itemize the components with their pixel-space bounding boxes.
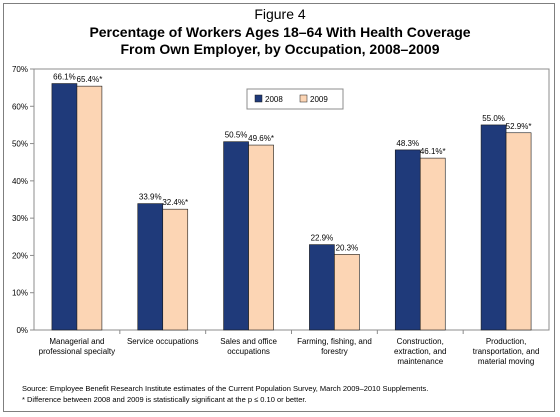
data-label: 48.3% — [396, 139, 419, 148]
x-category-label: transportation, and — [473, 347, 540, 356]
bar-2008-5 — [480, 124, 507, 331]
data-label: 52.9%* — [506, 122, 532, 131]
data-label: 65.4%* — [77, 75, 103, 84]
data-label: 49.6%* — [248, 134, 274, 143]
y-tick-label: 70% — [12, 65, 28, 74]
data-label: 22.9% — [311, 234, 334, 243]
x-category-label: professional specialty — [39, 347, 115, 356]
bar-2009-1 — [162, 208, 189, 331]
y-tick-label: 60% — [12, 102, 28, 111]
bar-2008-3 — [309, 244, 335, 331]
bar-2008-2 — [223, 141, 249, 331]
bar-2009-5 — [505, 132, 532, 331]
bar-2009-4 — [419, 157, 446, 331]
data-label: 33.9% — [139, 193, 162, 202]
y-tick-label: 50% — [12, 140, 28, 149]
legend-box — [246, 88, 344, 110]
legend-label-2009: 2009 — [310, 95, 328, 104]
chart-title-line-2: From Own Employer, by Occupation, 2008–2… — [120, 41, 440, 57]
y-tick-label: 40% — [12, 177, 28, 186]
data-label: 46.1%* — [420, 147, 446, 156]
legend-swatch-2008 — [254, 94, 263, 103]
bar-2008-4 — [394, 149, 421, 331]
x-category-label: Production, — [486, 337, 526, 346]
x-category-label: forestry — [321, 347, 348, 356]
data-label: 20.3% — [336, 243, 359, 252]
data-label: 55.0% — [482, 114, 505, 123]
y-tick-label: 30% — [12, 214, 28, 223]
data-label: 50.5% — [225, 131, 248, 140]
legend-label-2008: 2008 — [265, 95, 283, 104]
significance-note: * Difference between 2008 and 2009 is st… — [22, 395, 307, 404]
bar-2009-0 — [76, 85, 103, 331]
x-category-label: occupations — [227, 347, 270, 356]
x-category-label: Farming, fishing, and — [297, 337, 372, 346]
x-category-label: Managerial and — [49, 337, 104, 346]
x-category-label: Service occupations — [127, 337, 199, 346]
x-category-label: extraction, and — [394, 347, 446, 356]
bar-2009-3 — [334, 254, 360, 331]
legend-swatch-2009 — [299, 94, 308, 103]
chart-title-line-1: Percentage of Workers Ages 18–64 With He… — [89, 24, 471, 40]
bar-2008-0 — [51, 83, 78, 331]
data-label: 66.1% — [53, 73, 76, 82]
x-category-label: maintenance — [397, 357, 443, 366]
bar-2008-1 — [137, 203, 164, 331]
source-note: Source: Employee Benefit Research Instit… — [22, 384, 429, 393]
bar-2009-2 — [248, 144, 274, 331]
x-category-label: Construction, — [397, 337, 444, 346]
y-tick-label: 10% — [12, 289, 28, 298]
figure-label: Figure 4 — [254, 6, 306, 22]
y-tick-label: 0% — [16, 326, 28, 335]
y-tick-label: 20% — [12, 251, 28, 260]
x-category-label: Sales and office — [220, 337, 277, 346]
x-category-label: material moving — [478, 357, 534, 366]
data-label: 32.4%* — [162, 198, 188, 207]
